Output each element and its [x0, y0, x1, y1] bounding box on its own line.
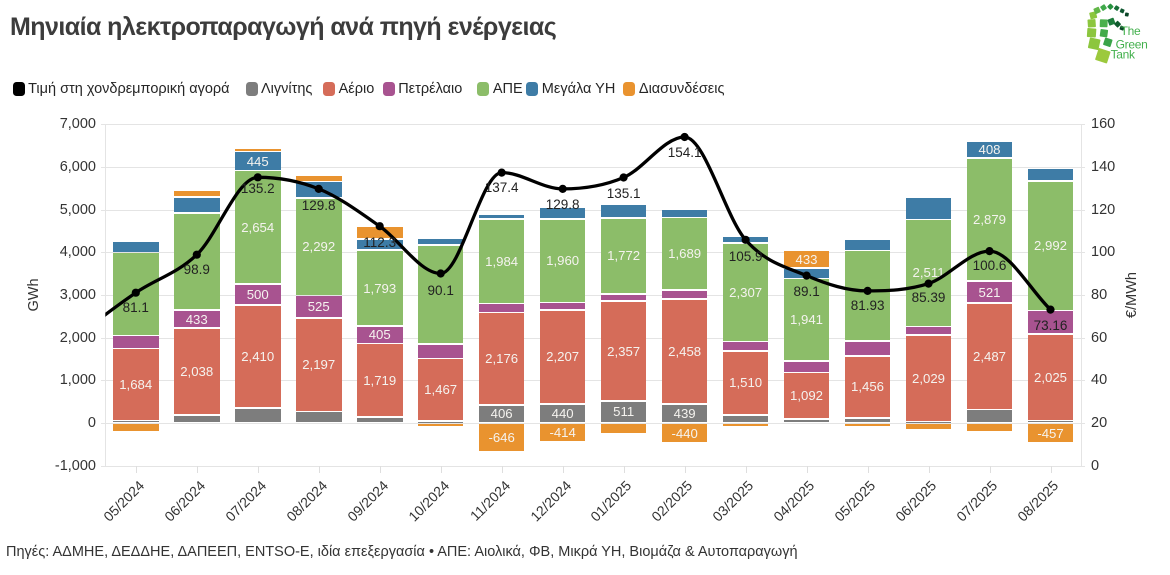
svg-text:Green: Green: [1116, 38, 1148, 52]
svg-text:Tank: Tank: [1111, 48, 1136, 62]
svg-text:The: The: [1121, 24, 1141, 38]
